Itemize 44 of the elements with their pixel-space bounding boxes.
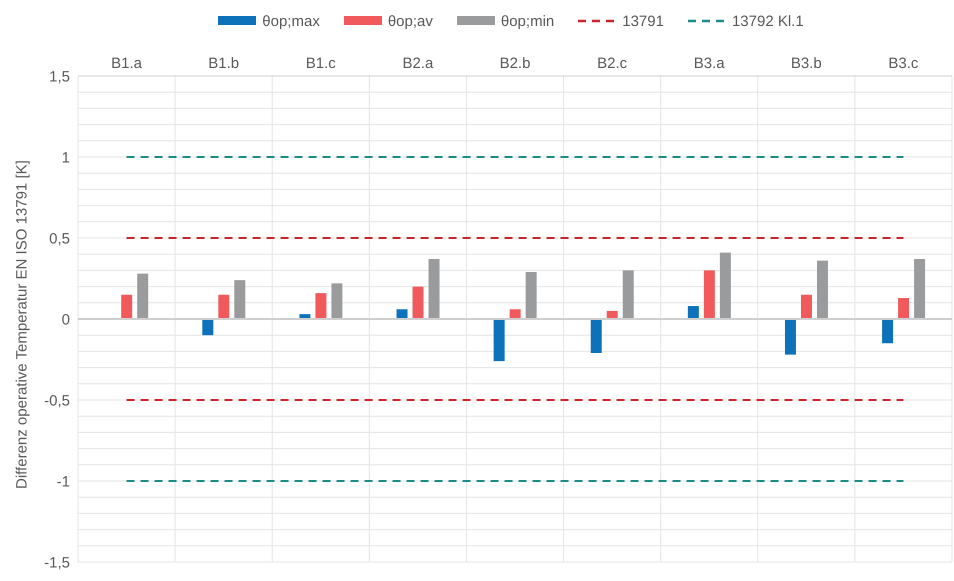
x-tick-label: B3.a bbox=[694, 55, 726, 72]
x-tick-label: B2.c bbox=[597, 55, 628, 72]
y-tick-label: -0,5 bbox=[44, 392, 70, 410]
y-tick-label: -1,5 bbox=[44, 554, 70, 572]
bar bbox=[428, 259, 440, 319]
bar bbox=[816, 260, 828, 319]
bar bbox=[526, 272, 537, 319]
bar bbox=[882, 319, 894, 344]
x-tick-label: B2.a bbox=[402, 55, 434, 72]
y-tick-label: 0,5 bbox=[49, 230, 70, 248]
legend-label: 13792 Kl.1 bbox=[732, 12, 804, 30]
bar bbox=[121, 294, 132, 319]
y-tick-label: 0 bbox=[62, 311, 70, 328]
bar bbox=[688, 306, 699, 319]
y-axis-title: Differenz operative Temperatur EN ISO 13791 [K] bbox=[13, 160, 30, 489]
y-tick-label: 1 bbox=[62, 149, 70, 166]
legend-label: 13791 bbox=[622, 12, 664, 30]
legend-label: θop;av bbox=[388, 12, 433, 30]
bar bbox=[218, 294, 230, 319]
bar bbox=[315, 293, 326, 319]
bar bbox=[784, 319, 796, 355]
bar bbox=[412, 286, 424, 319]
y-tick-label: -1 bbox=[56, 473, 70, 490]
bar bbox=[800, 294, 812, 319]
bar bbox=[234, 280, 246, 319]
x-tick-label: B1.c bbox=[306, 55, 336, 72]
x-tick-label: B1.a bbox=[111, 55, 143, 72]
bar bbox=[914, 259, 926, 319]
bar bbox=[590, 319, 602, 354]
legend-label: θop;max bbox=[262, 12, 320, 30]
bar bbox=[202, 319, 214, 336]
x-tick-label: B3.c bbox=[888, 55, 919, 72]
bar bbox=[720, 252, 731, 319]
x-tick-label: B1.b bbox=[208, 55, 240, 72]
bar bbox=[622, 270, 634, 319]
bar bbox=[137, 274, 148, 319]
x-tick-label: B3.b bbox=[790, 55, 822, 72]
x-tick-label: B2.b bbox=[500, 55, 530, 72]
bar bbox=[704, 270, 715, 319]
legend-label: θop;min bbox=[500, 12, 554, 30]
bar bbox=[331, 283, 342, 319]
y-tick-label: 1,5 bbox=[49, 68, 70, 86]
bar bbox=[494, 319, 505, 362]
bar bbox=[898, 298, 910, 319]
